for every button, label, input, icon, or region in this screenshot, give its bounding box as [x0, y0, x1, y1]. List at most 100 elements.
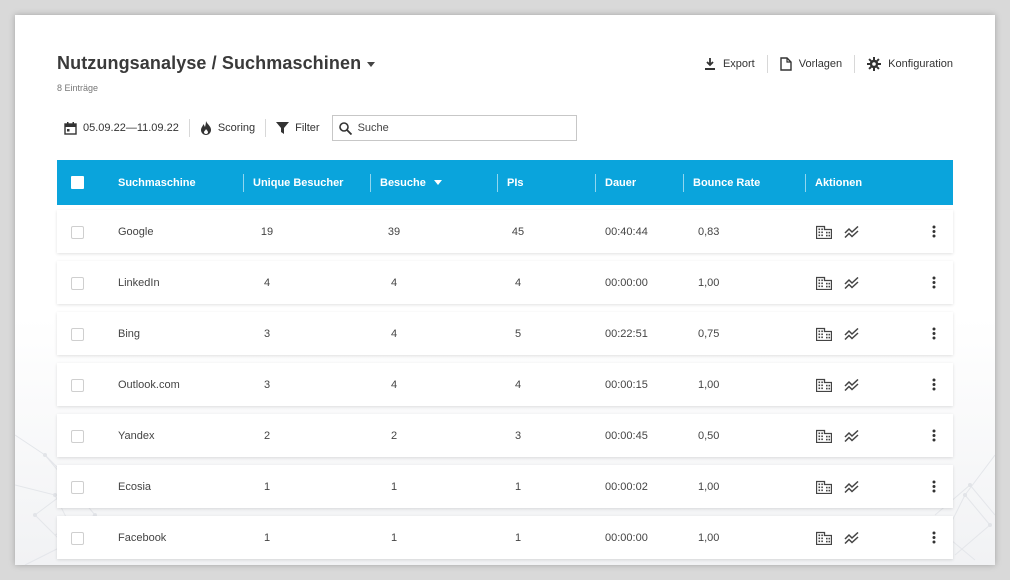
- sort-desc-icon: [433, 180, 442, 185]
- cell-unique-visitors: 3: [263, 378, 271, 391]
- cell-visits: 4: [390, 378, 398, 391]
- table-row: Google 19 39 45 00:40:44 0,83: [57, 210, 953, 253]
- page-actions: Export Vorlagen Konfiguration: [692, 55, 953, 73]
- cell-pis: 5: [514, 327, 522, 340]
- row-checkbox[interactable]: [71, 277, 84, 290]
- more-vertical-icon[interactable]: [927, 465, 941, 508]
- filter-button[interactable]: Filter: [265, 119, 329, 137]
- table-row: LinkedIn 4 4 4 00:00:00 1,00: [57, 261, 953, 304]
- cell-search-engine: Yandex: [118, 429, 155, 442]
- page-title-dropdown[interactable]: Nutzungsanalyse / Suchmaschinen: [57, 53, 376, 74]
- table-header: Suchmaschine Unique Besucher Besuche PIs…: [57, 160, 953, 205]
- column-header-bounce-rate[interactable]: Bounce Rate: [682, 160, 760, 205]
- gear-icon: [867, 57, 882, 71]
- company-icon[interactable]: [816, 465, 832, 508]
- cell-bounce-rate: 0,83: [698, 225, 720, 238]
- scoring-label: Scoring: [217, 122, 256, 134]
- entry-count: 8 Einträge: [57, 83, 99, 93]
- more-vertical-icon[interactable]: [927, 516, 941, 559]
- cell-search-engine: Outlook.com: [118, 378, 180, 391]
- configuration-label: Konfiguration: [888, 58, 953, 70]
- trend-chart-icon[interactable]: [844, 465, 860, 508]
- select-all-checkbox[interactable]: [71, 176, 84, 189]
- cell-bounce-rate: 0,50: [698, 429, 720, 442]
- cell-unique-visitors: 3: [263, 327, 271, 340]
- more-vertical-icon[interactable]: [927, 261, 941, 304]
- cell-pis: 1: [514, 480, 522, 493]
- cell-unique-visitors: 2: [263, 429, 271, 442]
- company-icon[interactable]: [816, 210, 832, 253]
- row-checkbox[interactable]: [71, 430, 84, 443]
- table-row: Facebook 1 1 1 00:00:00 1,00: [57, 516, 953, 559]
- cell-unique-visitors: 4: [263, 276, 271, 289]
- table-row: Yandex 2 2 3 00:00:45 0,50: [57, 414, 953, 457]
- row-checkbox[interactable]: [71, 481, 84, 494]
- row-checkbox[interactable]: [71, 328, 84, 341]
- search-input[interactable]: [357, 122, 558, 134]
- cell-pis: 1: [514, 531, 522, 544]
- cell-visits: 4: [390, 276, 398, 289]
- cell-unique-visitors: 1: [263, 480, 271, 493]
- cell-duration: 00:40:44: [605, 225, 648, 238]
- cell-search-engine: LinkedIn: [118, 276, 160, 289]
- company-icon[interactable]: [816, 516, 832, 559]
- cell-bounce-rate: 1,00: [698, 531, 720, 544]
- row-checkbox[interactable]: [71, 532, 84, 545]
- row-checkbox[interactable]: [71, 379, 84, 392]
- column-header-visits-label: Besuche: [380, 176, 426, 189]
- company-icon[interactable]: [816, 414, 832, 457]
- date-range-picker[interactable]: 05.09.22—11.09.22: [57, 119, 189, 137]
- search-box[interactable]: [331, 115, 577, 141]
- trend-chart-icon[interactable]: [844, 261, 860, 304]
- column-header-actions: Aktionen: [804, 160, 862, 205]
- export-button[interactable]: Export: [692, 55, 767, 73]
- cell-bounce-rate: 1,00: [698, 480, 720, 493]
- table-row: Ecosia 1 1 1 00:00:02 1,00: [57, 465, 953, 508]
- search-icon: [338, 121, 352, 135]
- cell-search-engine: Ecosia: [118, 480, 152, 493]
- trend-chart-icon[interactable]: [844, 363, 860, 406]
- column-header-visits[interactable]: Besuche: [370, 160, 442, 205]
- trend-chart-icon[interactable]: [844, 312, 860, 355]
- document-icon: [780, 57, 792, 71]
- cell-visits: 39: [387, 225, 401, 238]
- flame-icon: [200, 121, 211, 135]
- page-title: Nutzungsanalyse / Suchmaschinen: [57, 53, 362, 73]
- cell-search-engine: Bing: [118, 327, 141, 340]
- download-icon: [704, 58, 715, 70]
- cell-bounce-rate: 0,75: [698, 327, 720, 340]
- cell-bounce-rate: 1,00: [698, 378, 720, 391]
- date-range-label: 05.09.22—11.09.22: [83, 122, 179, 134]
- export-label: Export: [722, 58, 755, 70]
- company-icon[interactable]: [816, 363, 832, 406]
- cell-pis: 3: [514, 429, 522, 442]
- trend-chart-icon[interactable]: [844, 414, 860, 457]
- cell-unique-visitors: 1: [263, 531, 271, 544]
- scoring-button[interactable]: Scoring: [188, 119, 265, 137]
- cell-duration: 00:22:51: [605, 327, 648, 340]
- filter-toolbar: 05.09.22—11.09.22 Scoring Filter: [57, 115, 577, 141]
- cell-duration: 00:00:00: [605, 276, 648, 289]
- templates-label: Vorlagen: [798, 58, 843, 70]
- column-header-duration[interactable]: Dauer: [594, 160, 636, 205]
- cell-duration: 00:00:45: [605, 429, 648, 442]
- row-checkbox[interactable]: [71, 226, 84, 239]
- filter-icon: [276, 122, 290, 134]
- company-icon[interactable]: [816, 261, 832, 304]
- cell-duration: 00:00:02: [605, 480, 648, 493]
- trend-chart-icon[interactable]: [844, 516, 860, 559]
- cell-search-engine: Facebook: [118, 531, 167, 544]
- more-vertical-icon[interactable]: [927, 414, 941, 457]
- configuration-button[interactable]: Konfiguration: [854, 55, 953, 73]
- column-header-unique-visitors[interactable]: Unique Besucher: [242, 160, 343, 205]
- more-vertical-icon[interactable]: [927, 312, 941, 355]
- templates-button[interactable]: Vorlagen: [766, 55, 854, 73]
- more-vertical-icon[interactable]: [927, 363, 941, 406]
- table-row: Bing 3 4 5 00:22:51 0,75: [57, 312, 953, 355]
- column-header-pis[interactable]: PIs: [497, 160, 524, 205]
- filter-label: Filter: [295, 122, 320, 134]
- column-header-name[interactable]: Suchmaschine: [118, 176, 196, 189]
- trend-chart-icon[interactable]: [844, 210, 860, 253]
- more-vertical-icon[interactable]: [927, 210, 941, 253]
- company-icon[interactable]: [816, 312, 832, 355]
